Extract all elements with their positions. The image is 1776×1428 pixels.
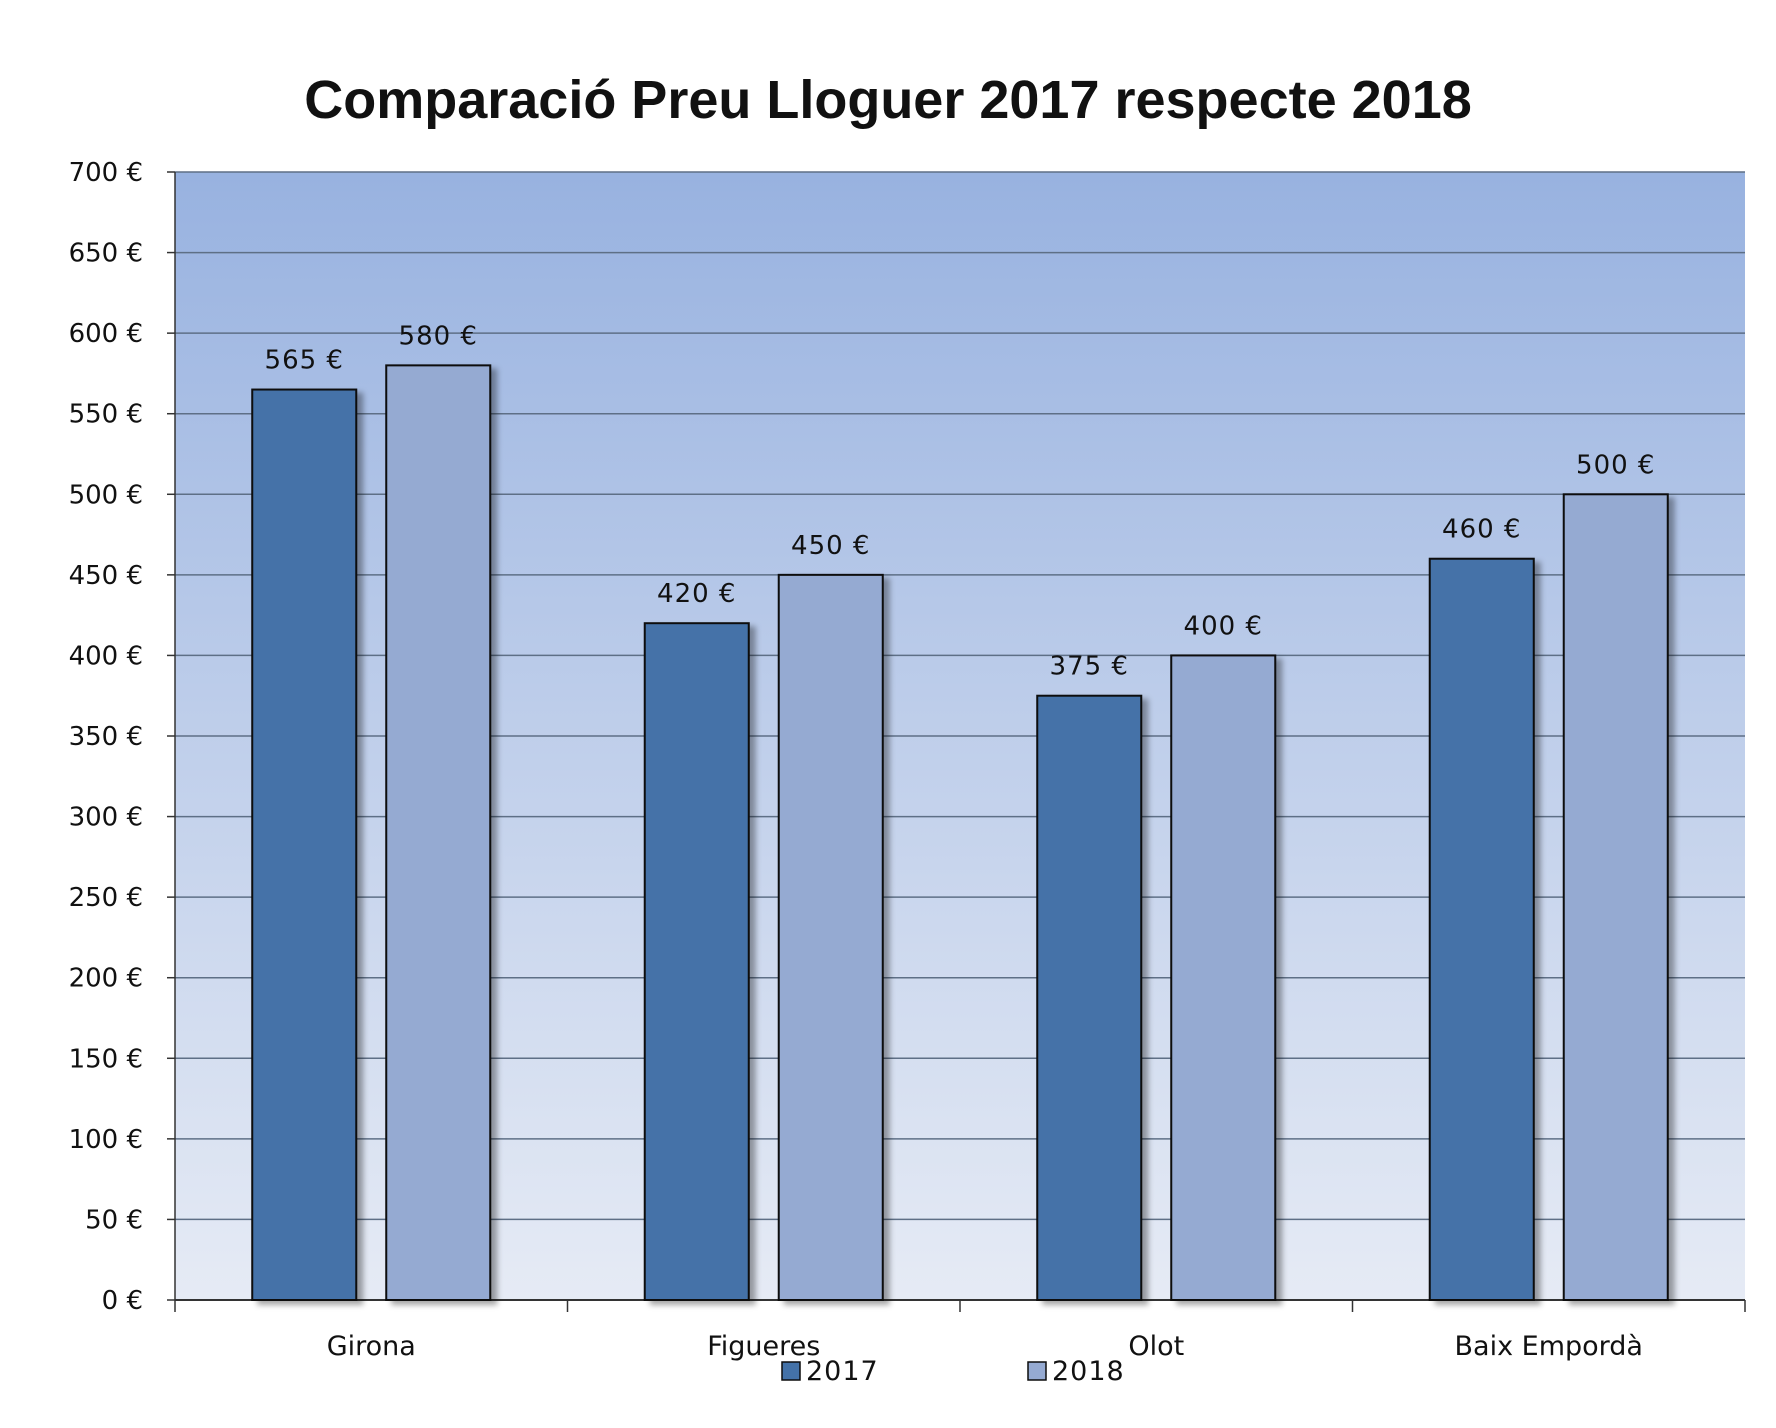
x-tick-label: Baix Empordà (1455, 1331, 1643, 1362)
legend-swatch-2017 (781, 1361, 801, 1381)
data-label: 565 € (265, 346, 344, 376)
data-label: 580 € (399, 321, 478, 351)
y-tick-label: 200 € (69, 964, 143, 994)
data-label: 375 € (1050, 652, 1129, 682)
x-tick-label: Figueres (707, 1331, 820, 1362)
y-tick-label: 150 € (69, 1044, 143, 1074)
bar-2017-olot (1036, 694, 1143, 1301)
legend-swatch-2018 (1027, 1361, 1047, 1381)
y-tick-label: 650 € (69, 239, 143, 269)
y-tick-label: 300 € (69, 803, 143, 833)
bar-2018-figueres (777, 573, 884, 1301)
bar-2018-girona (385, 364, 492, 1302)
legend-label-2017: 2017 (806, 1356, 879, 1387)
y-tick-label: 600 € (69, 319, 143, 349)
y-tick-label: 550 € (69, 400, 143, 430)
data-label: 500 € (1576, 450, 1655, 480)
y-tick-label: 100 € (69, 1125, 143, 1155)
y-tick-label: 500 € (69, 480, 143, 510)
x-axis: Girona Figueres Olot Baix Empordà (174, 1299, 1746, 1362)
x-tick-label: Girona (327, 1331, 416, 1362)
data-label: 420 € (657, 579, 736, 609)
data-label: 450 € (791, 531, 870, 561)
bar-2018-olot (1170, 654, 1277, 1301)
bar-2017-girona (251, 388, 358, 1301)
y-tick-label: 250 € (69, 883, 143, 913)
y-tick-label: 350 € (69, 722, 143, 752)
y-tick-label: 50 € (85, 1205, 143, 1235)
data-labels: 565 € 580 € 420 € 450 € 375 € 400 € 460 € 500 € (265, 321, 1655, 682)
y-axis: 0 € 50 € 100 € 150 € 200 € 250 € 300 € 350 € 400… (69, 158, 176, 1316)
bar-2017-baix-empordà (1428, 557, 1535, 1301)
y-tick-label: 450 € (69, 561, 143, 591)
chart-title: Comparació Preu Lloguer 2017 respecte 20… (304, 70, 1472, 130)
y-tick-label: 400 € (69, 641, 143, 671)
bar-2017-figueres (643, 622, 750, 1301)
legend: 2017 2018 (781, 1356, 1125, 1387)
y-tick-label: 700 € (69, 158, 143, 188)
x-tick-label: Olot (1128, 1331, 1184, 1362)
legend-label-2018: 2018 (1052, 1356, 1125, 1387)
y-tick-label: 0 € (102, 1286, 143, 1316)
bars (251, 364, 1669, 1302)
data-label: 460 € (1442, 515, 1521, 545)
data-label: 400 € (1184, 611, 1263, 641)
bar-2018-baix-empordà (1562, 493, 1669, 1301)
